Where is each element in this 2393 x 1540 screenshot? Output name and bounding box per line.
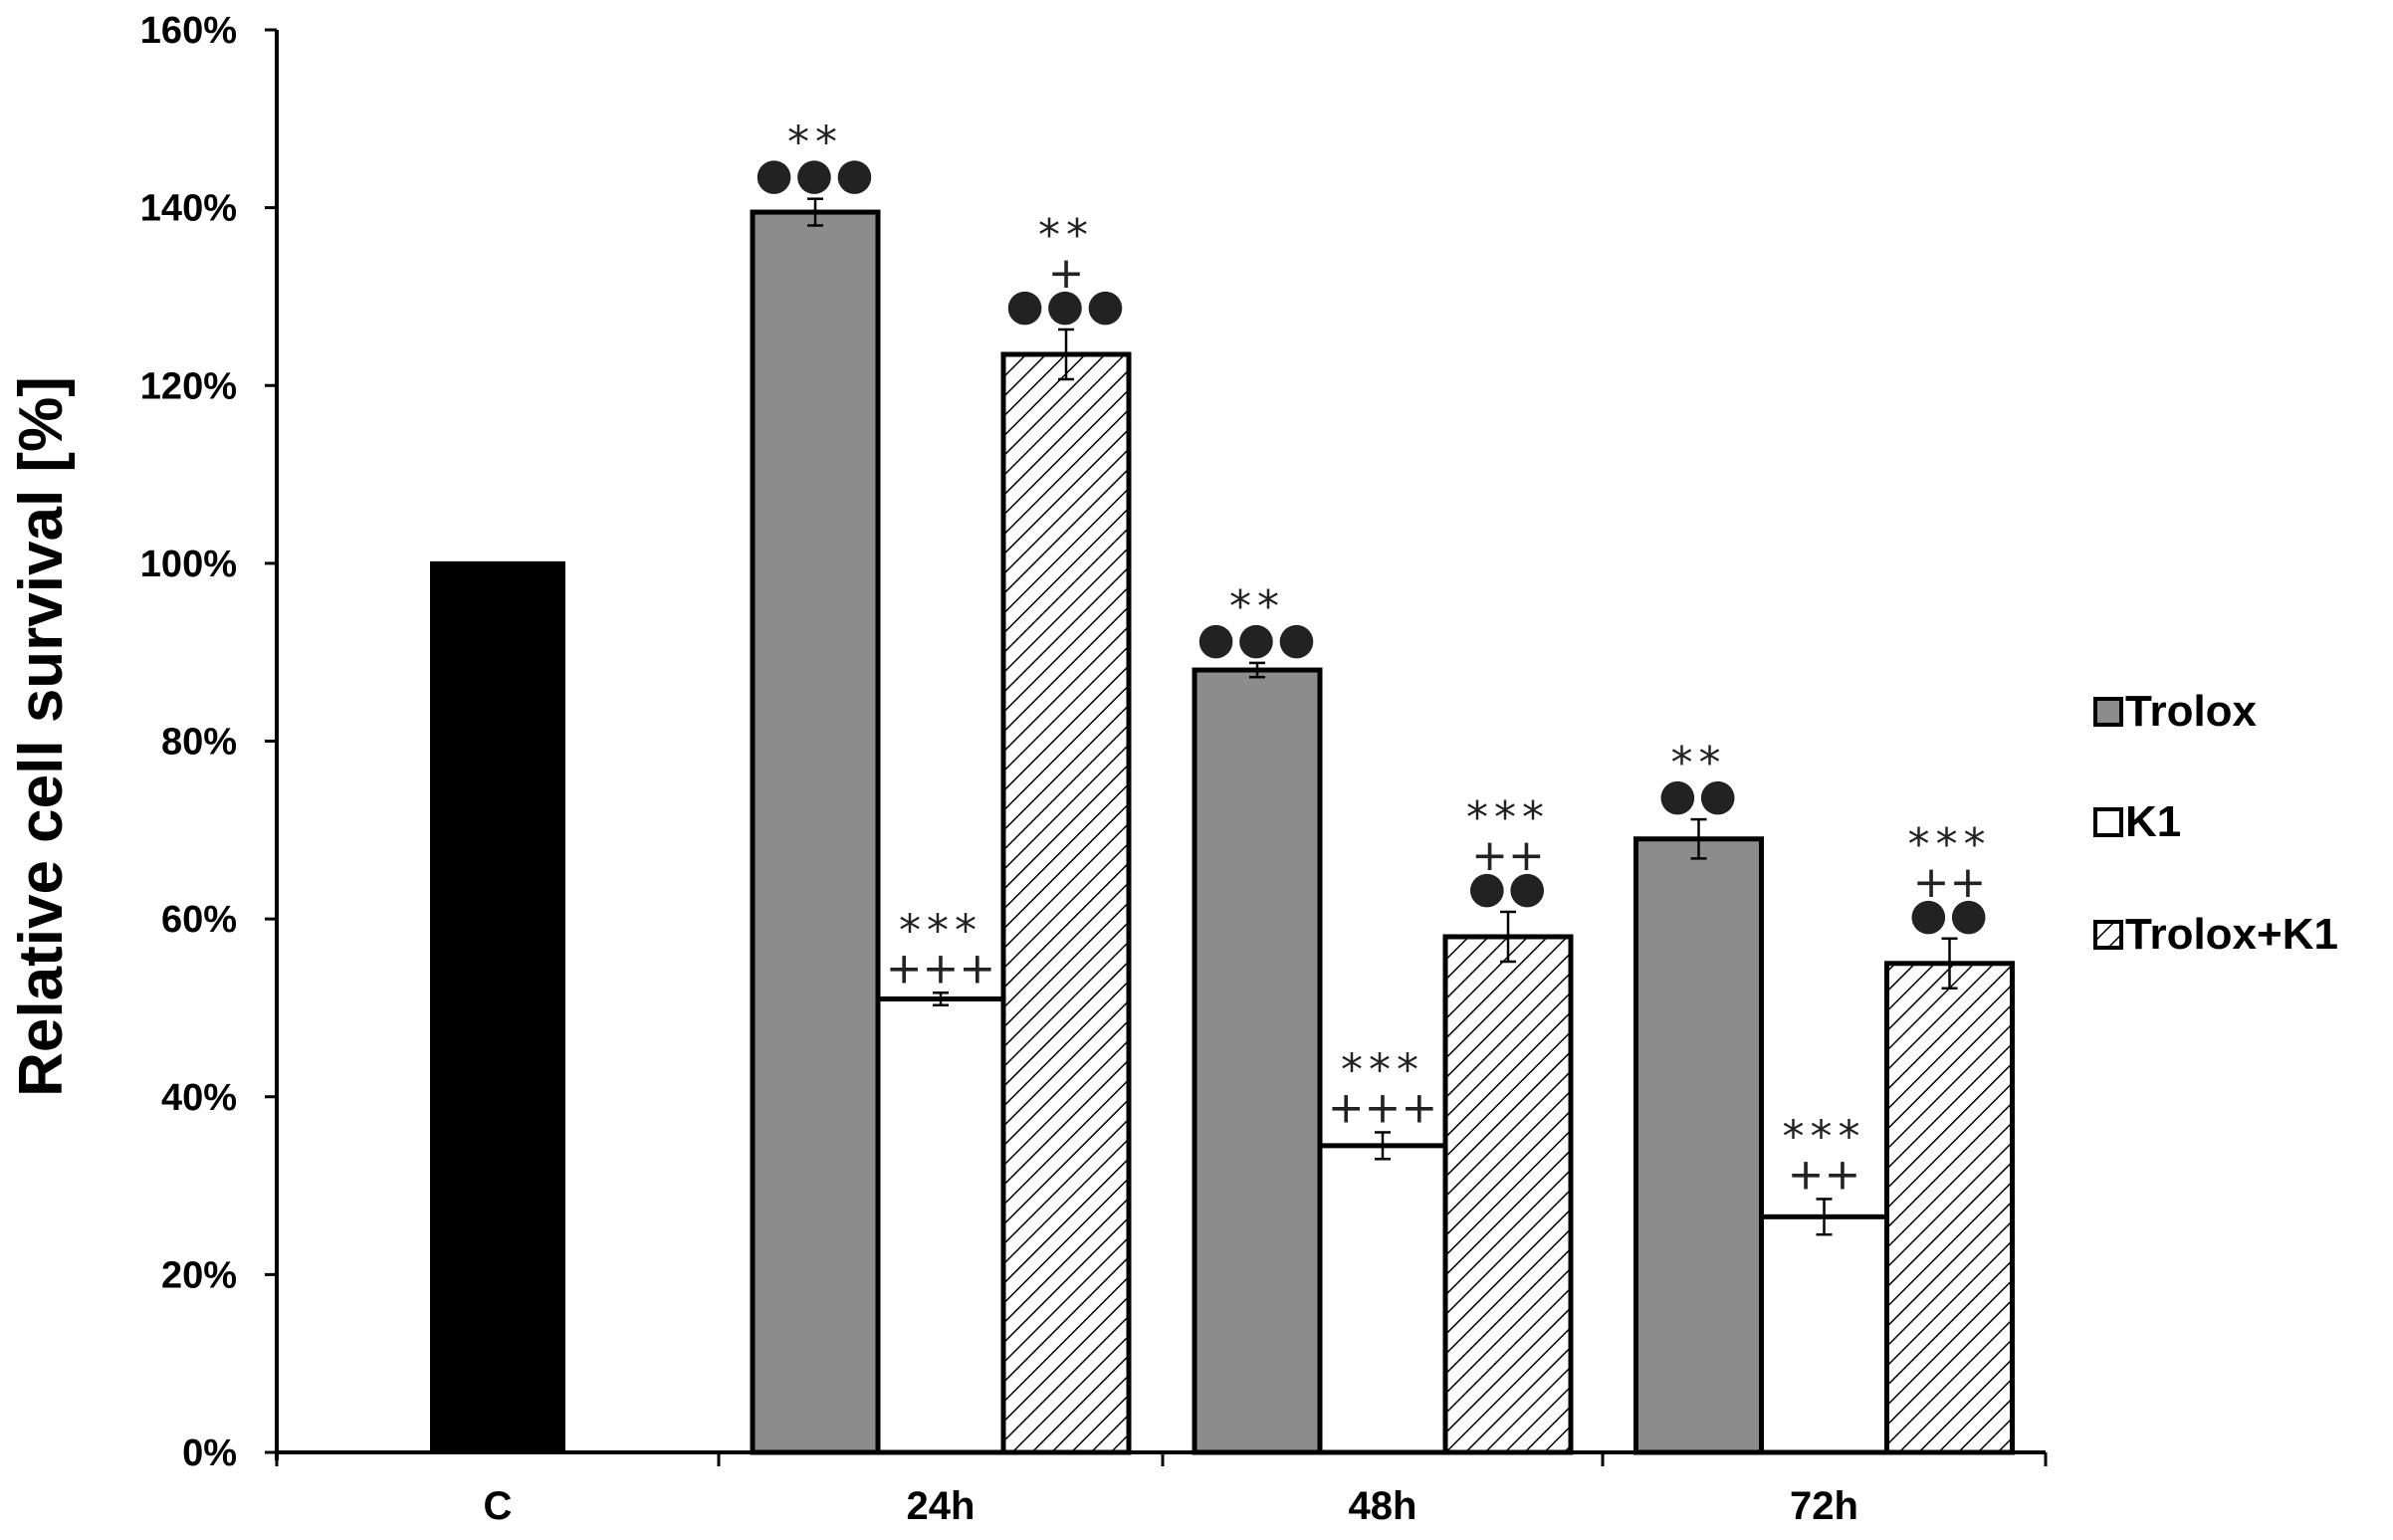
y-tick-label: 100% [140, 544, 237, 585]
significance-label: ●● [1658, 770, 1739, 820]
significance-label: *** [899, 905, 982, 956]
y-tick-label: 140% [140, 188, 237, 230]
bar-k1 [1317, 1143, 1448, 1455]
significance-label: *** [1341, 1044, 1424, 1095]
y-tick-label: 20% [161, 1254, 237, 1296]
significance-label: ** [787, 117, 843, 168]
significance-label: +++ [886, 943, 996, 993]
legend-swatch [2093, 697, 2123, 727]
significance-label: ●●● [1005, 280, 1126, 330]
legend-label: Trolox+K1 [2125, 910, 2338, 959]
significance-label: *** [1466, 792, 1550, 843]
legend-label: K1 [2125, 797, 2181, 846]
legend-label: Trolox [2125, 687, 2258, 736]
significance-label: + [1048, 248, 1085, 299]
significance-label: +++ [1328, 1082, 1438, 1133]
bar-trolox [1633, 836, 1764, 1455]
significance-label: ++ [1471, 830, 1545, 881]
significance-label: ** [1671, 738, 1727, 788]
x-tick-label: C [484, 1484, 513, 1528]
y-tick-label: 160% [140, 10, 237, 52]
bar-trolox-k1 [1884, 961, 2015, 1455]
bar-control [430, 560, 565, 1454]
bar-k1 [1759, 1213, 1889, 1455]
axes: 0% 20% 40% 60% 80% 100% 120% 140% 160% C 24h 48h 72h [140, 10, 2048, 1528]
y-tick-label: 0% [182, 1432, 237, 1474]
y-tick-label: 40% [161, 1077, 237, 1119]
y-axis-title: Relative cell survival [%] [7, 376, 76, 1097]
bars: ●●●**+++***●●●+**●●●**+++***●●++*** ●●**+… [430, 117, 2015, 1455]
bar-trolox-k1 [1442, 934, 1574, 1455]
significance-label: ●●● [1196, 613, 1317, 664]
legend-swatch [2093, 807, 2123, 837]
legend-swatch [2093, 920, 2123, 950]
bar-trolox [750, 209, 881, 1455]
bar-k1 [875, 996, 1006, 1455]
y-tick-label: 80% [161, 722, 237, 764]
y-tick-label: 120% [140, 365, 237, 407]
significance-label: *** [1783, 1111, 1866, 1162]
x-tick-label: 48h [1349, 1484, 1417, 1528]
significance-label: ++ [1788, 1149, 1861, 1200]
significance-label: ●● [1468, 862, 1549, 913]
bar-trolox [1192, 667, 1323, 1455]
significance-label: *** [1908, 819, 1992, 870]
significance-label: ●● [1909, 889, 1990, 940]
significance-label: ●●● [755, 149, 875, 200]
legend: Trolox K1 Trolox+K1 [2093, 687, 2338, 959]
y-tick-label: 60% [161, 899, 237, 941]
x-tick-label: 72h [1790, 1484, 1858, 1528]
significance-label: ** [1229, 581, 1285, 632]
x-tick-label: 24h [907, 1484, 976, 1528]
bar-trolox-k1 [1000, 351, 1132, 1455]
significance-label: ** [1038, 210, 1094, 261]
significance-label: ++ [1913, 857, 1987, 908]
